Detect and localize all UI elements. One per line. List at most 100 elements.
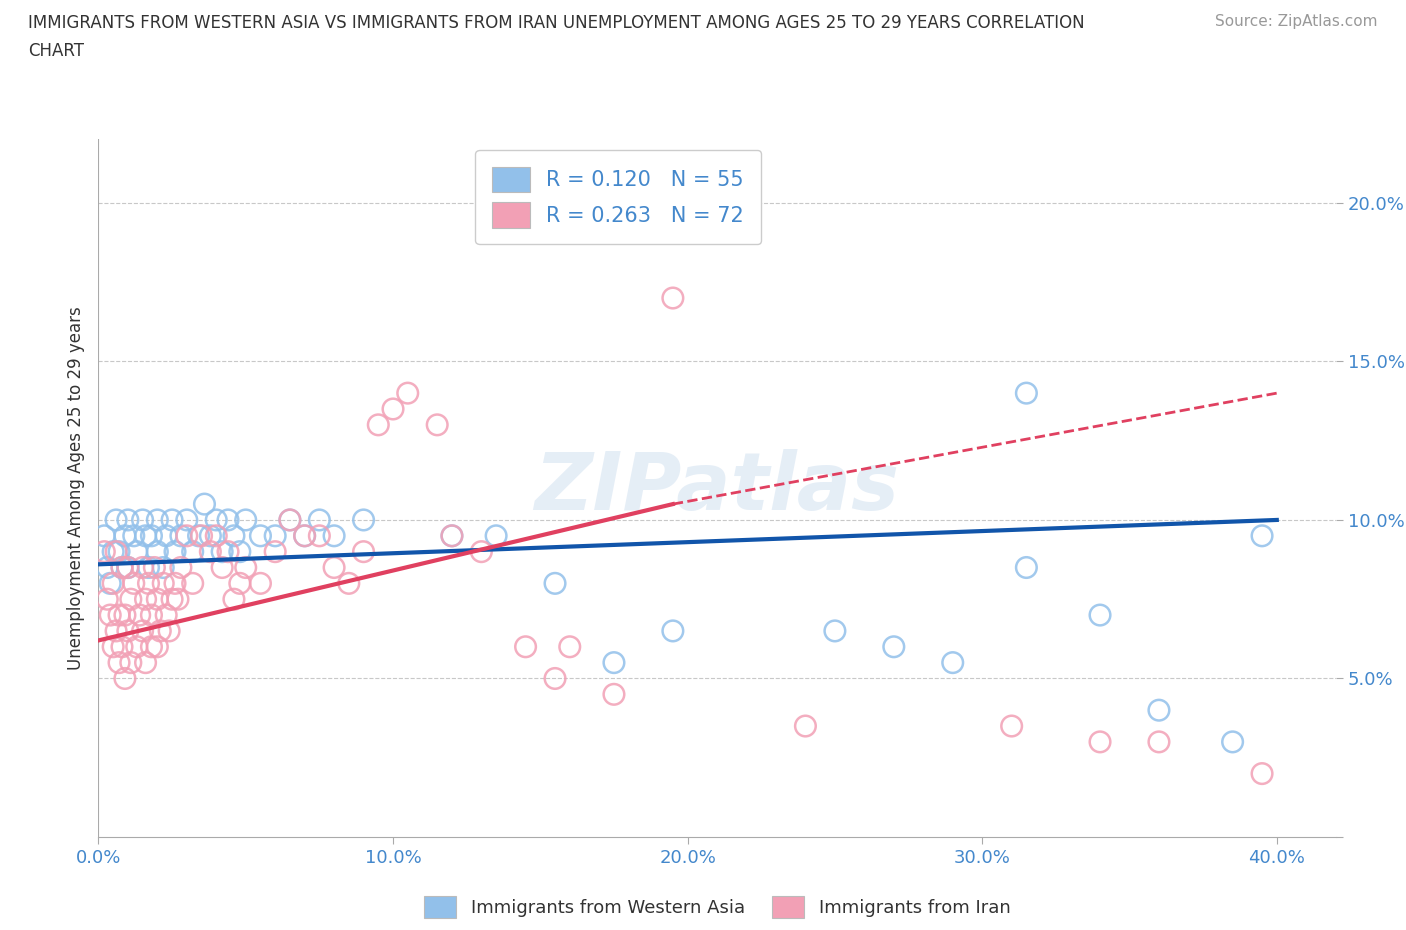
Point bbox=[294, 528, 316, 543]
Point bbox=[98, 576, 121, 591]
Point bbox=[264, 544, 287, 559]
Point bbox=[222, 528, 245, 543]
Text: IMMIGRANTS FROM WESTERN ASIA VS IMMIGRANTS FROM IRAN UNEMPLOYMENT AMONG AGES 25 : IMMIGRANTS FROM WESTERN ASIA VS IMMIGRAN… bbox=[28, 14, 1085, 32]
Point bbox=[235, 560, 257, 575]
Point bbox=[163, 576, 186, 591]
Point bbox=[131, 623, 153, 638]
Point bbox=[117, 512, 139, 527]
Point bbox=[152, 560, 174, 575]
Point bbox=[264, 528, 287, 543]
Point bbox=[117, 560, 139, 575]
Point bbox=[141, 639, 163, 654]
Point bbox=[558, 639, 581, 654]
Point bbox=[155, 607, 177, 622]
Point bbox=[105, 623, 128, 638]
Point bbox=[146, 512, 169, 527]
Point bbox=[170, 528, 193, 543]
Point bbox=[157, 623, 180, 638]
Point bbox=[117, 560, 139, 575]
Point bbox=[105, 512, 128, 527]
Point bbox=[141, 607, 163, 622]
Point bbox=[149, 623, 172, 638]
Point bbox=[1222, 735, 1244, 750]
Point bbox=[249, 576, 271, 591]
Point bbox=[160, 512, 183, 527]
Point bbox=[222, 591, 245, 606]
Point bbox=[96, 560, 118, 575]
Point bbox=[135, 591, 157, 606]
Point bbox=[163, 544, 186, 559]
Point bbox=[1088, 735, 1111, 750]
Point bbox=[93, 528, 115, 543]
Point bbox=[1251, 766, 1274, 781]
Point bbox=[181, 576, 204, 591]
Point bbox=[382, 402, 405, 417]
Point bbox=[211, 544, 233, 559]
Point bbox=[138, 560, 160, 575]
Point bbox=[128, 607, 150, 622]
Point bbox=[603, 655, 626, 670]
Point bbox=[1001, 719, 1024, 734]
Point bbox=[98, 607, 121, 622]
Point bbox=[117, 623, 139, 638]
Text: Source: ZipAtlas.com: Source: ZipAtlas.com bbox=[1215, 14, 1378, 29]
Text: ZIPatlas: ZIPatlas bbox=[534, 449, 900, 527]
Point bbox=[337, 576, 360, 591]
Point bbox=[396, 386, 419, 401]
Point bbox=[131, 512, 153, 527]
Point bbox=[122, 528, 145, 543]
Point bbox=[235, 512, 257, 527]
Point bbox=[190, 528, 212, 543]
Point bbox=[176, 512, 198, 527]
Point bbox=[205, 528, 228, 543]
Point bbox=[794, 719, 817, 734]
Point bbox=[101, 639, 124, 654]
Point bbox=[824, 623, 846, 638]
Point bbox=[131, 560, 153, 575]
Point bbox=[141, 528, 163, 543]
Point bbox=[1147, 735, 1170, 750]
Point bbox=[200, 528, 222, 543]
Point bbox=[544, 671, 567, 686]
Point bbox=[883, 639, 905, 654]
Point bbox=[155, 528, 177, 543]
Point bbox=[146, 544, 169, 559]
Point bbox=[1015, 386, 1038, 401]
Point bbox=[200, 544, 222, 559]
Point bbox=[108, 655, 131, 670]
Point bbox=[138, 576, 160, 591]
Point bbox=[229, 576, 252, 591]
Point bbox=[217, 544, 239, 559]
Point bbox=[170, 560, 193, 575]
Point bbox=[101, 544, 124, 559]
Point bbox=[193, 497, 215, 512]
Point bbox=[308, 528, 330, 543]
Point bbox=[105, 544, 128, 559]
Point bbox=[249, 528, 271, 543]
Point bbox=[114, 528, 136, 543]
Point bbox=[1251, 528, 1274, 543]
Point bbox=[217, 512, 239, 527]
Point bbox=[111, 560, 134, 575]
Point bbox=[120, 655, 142, 670]
Point bbox=[114, 671, 136, 686]
Point bbox=[101, 576, 124, 591]
Y-axis label: Unemployment Among Ages 25 to 29 years: Unemployment Among Ages 25 to 29 years bbox=[66, 306, 84, 671]
Point bbox=[515, 639, 537, 654]
Point bbox=[1015, 560, 1038, 575]
Point bbox=[1147, 703, 1170, 718]
Point bbox=[135, 655, 157, 670]
Point bbox=[942, 655, 965, 670]
Point bbox=[181, 544, 204, 559]
Point bbox=[353, 544, 375, 559]
Point bbox=[167, 591, 190, 606]
Point bbox=[426, 418, 449, 432]
Point bbox=[323, 528, 346, 543]
Point bbox=[93, 544, 115, 559]
Point bbox=[353, 512, 375, 527]
Point bbox=[120, 591, 142, 606]
Point bbox=[176, 528, 198, 543]
Point bbox=[308, 512, 330, 527]
Point bbox=[440, 528, 463, 543]
Point bbox=[122, 576, 145, 591]
